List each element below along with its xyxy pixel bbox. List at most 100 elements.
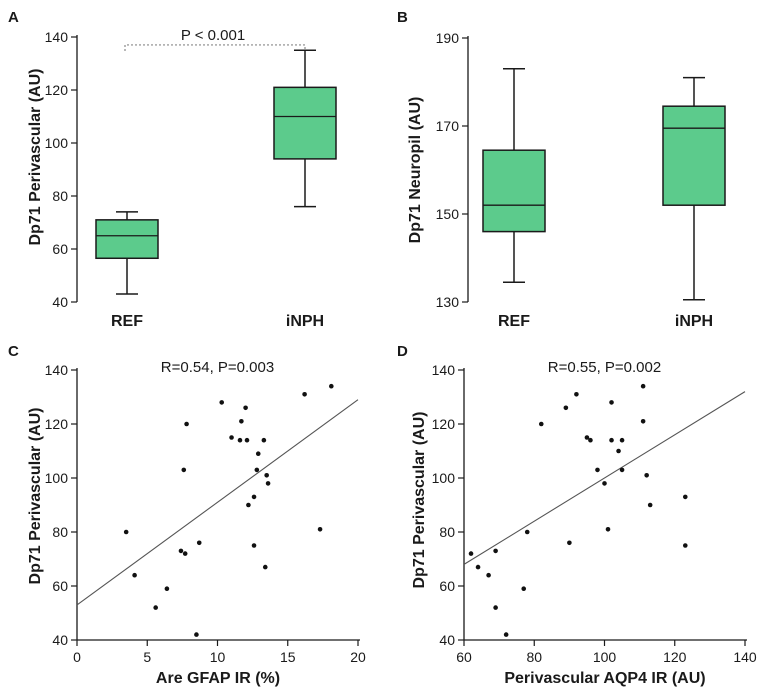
panel-c: C Dp71 Perivascular (AU) Are GFAP IR (%)… <box>8 343 366 687</box>
panel-c-data-point <box>243 405 248 411</box>
panel-c-data-point <box>246 502 251 508</box>
panel-d-data-point <box>609 437 614 443</box>
panel-c-x-tick-label: 10 <box>210 649 226 665</box>
panel-c-data-point <box>302 392 307 397</box>
panel-c-x-tick-label: 15 <box>280 649 296 665</box>
panel-a-y-tick-label: 40 <box>52 294 68 310</box>
panel-a-y-tick-label: 120 <box>45 82 69 98</box>
panel-d-data-point <box>468 551 474 556</box>
panel-a-ylabel: Dp71 Perivascular (AU) <box>27 69 44 246</box>
panel-b-ref-category-label: REF <box>498 313 530 330</box>
panel-c-data-point <box>251 543 257 548</box>
panel-c-ylabel: Dp71 Perivascular (AU) <box>27 408 44 585</box>
panel-a-y-tick-label: 100 <box>45 135 69 151</box>
panel-d-ylabel: Dp71 Perivascular (AU) <box>411 412 428 589</box>
panel-d-data-point <box>640 383 646 389</box>
panel-c-correlation-label: R=0.54, P=0.003 <box>161 359 274 376</box>
panel-c-data-point <box>255 451 261 457</box>
panel-d-y-tick-label: 40 <box>439 632 455 648</box>
panel-d-y-tick-label: 120 <box>432 416 456 432</box>
panel-c-data-point <box>264 473 269 478</box>
panel-d-x-tick-label: 80 <box>526 649 542 665</box>
panel-d-x-tick-label: 100 <box>593 649 617 665</box>
panel-c-data-point <box>178 548 184 554</box>
panel-c-data-point <box>132 572 137 578</box>
panel-c-y-tick-label: 40 <box>52 632 68 648</box>
panel-d-data-point <box>524 529 530 535</box>
panel-b-y-tick-label: 190 <box>436 30 460 46</box>
panel-d-data-point <box>619 437 625 443</box>
panel-c-data-point <box>239 419 244 424</box>
panel-c-data-point <box>261 437 267 443</box>
panel-d-data-point <box>574 392 579 397</box>
panel-a-significance-bracket <box>124 44 306 51</box>
panel-c-y-tick-label: 120 <box>45 416 69 432</box>
panel-d-data-point <box>486 572 491 578</box>
panel-c-data-point <box>244 437 250 443</box>
panel-d-data-point <box>647 502 653 508</box>
panel-c-data-point <box>317 527 323 532</box>
panel-d-x-tick-label: 60 <box>456 649 472 665</box>
panel-c-y-tick-label: 100 <box>45 470 69 486</box>
panel-c-data-point <box>123 529 129 535</box>
panel-c-y-tick-label: 140 <box>45 362 69 378</box>
panel-a-inph-box <box>273 86 337 160</box>
panel-c-data-point <box>196 540 202 546</box>
panel-d-data-point <box>682 494 688 500</box>
panel-b: B Dp71 Neuropil (AU) 130 150 170 190 REF iNPH <box>397 9 726 330</box>
panel-d-x-tick-label: 120 <box>663 649 687 665</box>
panel-a-letter: A <box>8 9 19 26</box>
panel-c-data-point <box>265 481 271 486</box>
panel-c-data-point <box>182 551 188 556</box>
panel-d-x-tick-label: 140 <box>733 649 757 665</box>
panel-a-y-tick-label: 60 <box>52 241 68 257</box>
panel-c-data-point <box>262 564 268 570</box>
panel-d-data-point <box>619 467 625 473</box>
panel-c-data-point <box>184 421 189 427</box>
panel-d-y-tick-label: 60 <box>439 578 455 594</box>
panel-c-y-tick-label: 80 <box>52 524 68 540</box>
panel-d-data-point <box>588 437 593 443</box>
panel-d-correlation-label: R=0.55, P=0.002 <box>548 359 661 376</box>
panel-c-data-point <box>229 435 234 440</box>
panel-b-letter: B <box>397 9 408 26</box>
panel-c-x-tick-label: 20 <box>350 649 366 665</box>
panel-a-inph-category-label: iNPH <box>286 313 324 330</box>
panel-d-data-point <box>567 540 572 546</box>
panel-d-data-point <box>640 419 646 424</box>
panel-b-inph-box <box>662 105 726 206</box>
panel-d-data-point <box>595 467 600 473</box>
panel-a-p-value: P < 0.001 <box>181 27 245 44</box>
panel-d-letter: D <box>397 343 408 360</box>
panel-c-data-point <box>164 586 170 591</box>
panel-c-data-point <box>194 632 199 637</box>
panel-b-ylabel: Dp71 Neuropil (AU) <box>407 97 424 244</box>
panel-d-data-point <box>475 564 481 570</box>
panel-b-ref-box <box>482 149 546 233</box>
panel-d-y-tick-label: 80 <box>439 524 455 540</box>
panel-d-data-point <box>538 421 544 427</box>
panel-d-data-point <box>616 448 621 454</box>
panel-c-xlabel: Are GFAP IR (%) <box>156 670 280 687</box>
panel-d-data-point <box>605 527 611 532</box>
panel-d-data-point <box>609 400 614 405</box>
panel-a-ref-box <box>95 219 159 260</box>
panel-b-inph-category-label: iNPH <box>675 313 713 330</box>
panel-d-data-point <box>493 548 498 554</box>
panel-c-data-point <box>219 400 225 405</box>
panel-d-data-point <box>584 435 590 440</box>
panel-a-ref-category-label: REF <box>111 313 143 330</box>
panel-a: A Dp71 Perivascular (AU) 40 60 80 100 120 140… <box>8 9 337 330</box>
panel-c-data-point <box>254 467 260 473</box>
panel-d-data-point <box>493 605 498 610</box>
panel-d-y-tick-label: 140 <box>432 362 456 378</box>
panel-a-y-tick-label: 80 <box>52 188 68 204</box>
panel-d-data-point <box>563 405 569 411</box>
panel-c-data-point <box>153 605 158 610</box>
panel-c-data-point <box>181 467 187 473</box>
panel-c-trendline <box>76 399 359 606</box>
panel-b-y-tick-label: 170 <box>436 118 460 134</box>
panel-c-data-point <box>329 383 334 389</box>
panel-d-xlabel: Perivascular AQP4 IR (AU) <box>504 670 705 687</box>
panel-d: D Dp71 Perivascular (AU) Perivascular AQ… <box>397 343 757 687</box>
